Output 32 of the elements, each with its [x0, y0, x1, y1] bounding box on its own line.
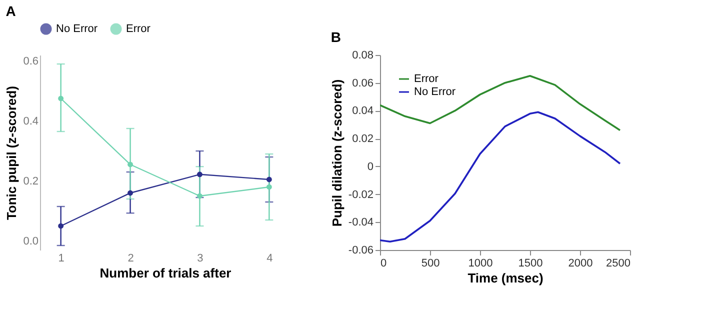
- x-tick-label: 2000: [568, 258, 593, 270]
- x-tick-label: 2500: [606, 258, 630, 270]
- y-tick-label: 0.6: [23, 56, 38, 68]
- x-axis-title: Number of trials after: [100, 266, 232, 280]
- legend-label: Error: [126, 23, 151, 35]
- y-tick-label: 0.06: [352, 77, 374, 90]
- y-tick-label: -0.02: [348, 188, 374, 201]
- chart-title: B: [330, 29, 342, 45]
- legend-label: No Error: [56, 23, 98, 35]
- x-tick-label: 500: [421, 258, 440, 270]
- x-tick-label: 0: [380, 258, 387, 270]
- x-tick-label: 4: [266, 252, 273, 264]
- y-tick-label: 0.0: [23, 236, 38, 248]
- x-tick-label: 1500: [518, 258, 543, 270]
- legend-label: Error: [414, 73, 439, 85]
- y-tick-label: 0.02: [352, 133, 374, 146]
- y-tick-label: -0.06: [348, 244, 374, 256]
- y-axis-title: Tonic pupil (z-scored): [4, 86, 20, 220]
- y-tick-label: -0.04: [348, 216, 374, 229]
- legend-label: No Error: [414, 86, 456, 98]
- y-tick-label: 0.2: [23, 176, 38, 188]
- x-tick-label: 3: [197, 252, 204, 264]
- y-tick-label: 0.4: [23, 116, 38, 128]
- x-axis-title: Time (msec): [468, 270, 544, 286]
- y-tick-label: 0.04: [352, 105, 374, 118]
- x-tick-label: 1: [58, 252, 64, 264]
- x-tick-label: 1000: [468, 258, 493, 270]
- chart-title: A: [6, 3, 16, 19]
- x-tick-label: 2: [128, 252, 134, 264]
- y-axis-title: Pupil dilation (z-scored): [329, 79, 344, 227]
- y-tick-label: 0.08: [352, 50, 374, 62]
- y-tick-label: 0: [367, 160, 374, 173]
